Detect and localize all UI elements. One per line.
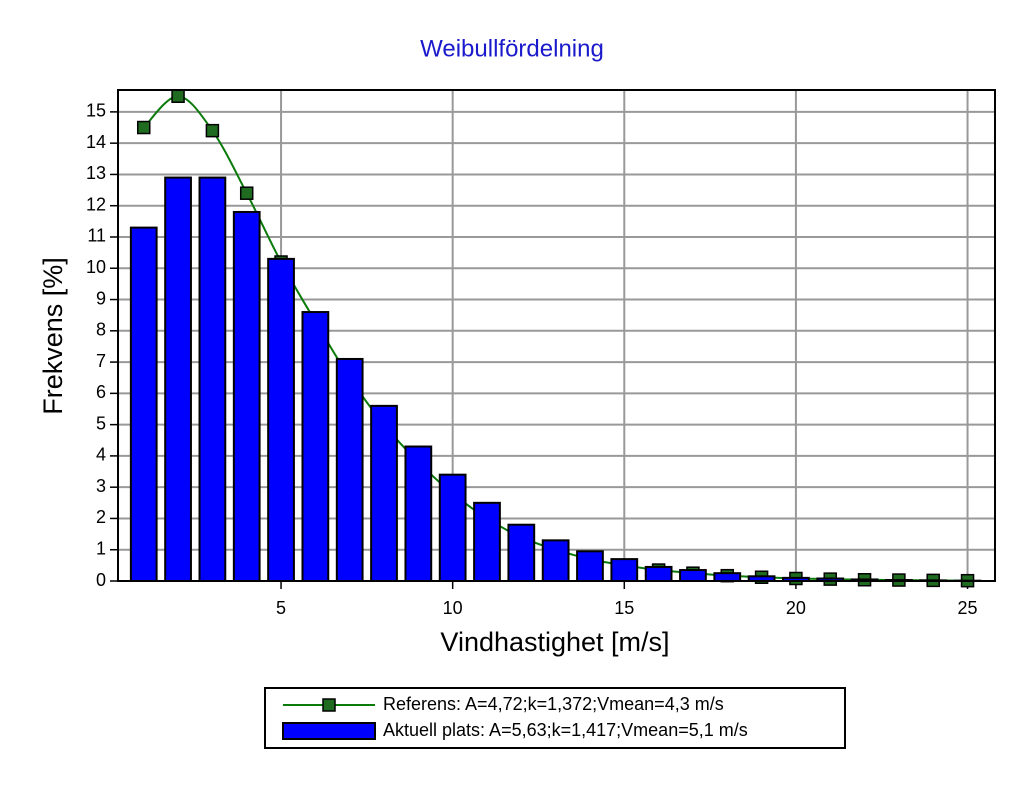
bar — [610, 558, 639, 582]
y-tick-label: 12 — [86, 194, 106, 214]
bar — [644, 565, 673, 583]
legend-marker — [322, 698, 336, 712]
bar — [335, 357, 364, 582]
bar — [267, 257, 295, 582]
plot-border — [117, 89, 996, 582]
line-marker — [205, 123, 220, 138]
bar — [404, 445, 433, 582]
y-tick-label: 0 — [96, 570, 106, 590]
y-tick-label: 1 — [96, 538, 106, 558]
x-axis-label: Vindhastighet [m/s] — [440, 627, 669, 657]
x-tick-label: 15 — [614, 598, 634, 618]
bar — [164, 176, 192, 583]
bar — [507, 523, 536, 583]
y-tick-label: 15 — [86, 101, 106, 121]
bar — [679, 569, 707, 582]
legend-swatch — [282, 722, 376, 740]
y-tick-label: 11 — [87, 226, 106, 246]
y-tick-label: 7 — [96, 351, 106, 371]
x-tick-label: 20 — [786, 598, 806, 618]
y-tick-label: 4 — [96, 445, 106, 465]
y-tick-label: 13 — [86, 163, 106, 183]
bar — [301, 311, 330, 582]
bar — [198, 176, 227, 583]
bar — [129, 226, 158, 582]
x-tick-label: 10 — [443, 598, 463, 618]
bar — [232, 210, 261, 583]
bar — [438, 473, 467, 582]
bar — [713, 572, 742, 582]
y-tick-label: 10 — [86, 257, 106, 277]
legend-label: Aktuell plats: A=5,63;k=1,417;Vmean=5,1 … — [383, 720, 748, 740]
y-tick-label: 2 — [96, 507, 106, 527]
bar — [541, 539, 570, 582]
line-marker — [171, 89, 185, 104]
legend-label: Referens: A=4,72;k=1,372;Vmean=4,3 m/s — [383, 694, 724, 714]
bar — [473, 501, 501, 582]
plot-area — [118, 90, 995, 581]
y-axis-label: Frekvens [%] — [38, 257, 68, 415]
y-tick-label: 9 — [96, 288, 106, 308]
bar — [370, 404, 398, 582]
y-tick-label: 3 — [96, 476, 106, 496]
y-tick-label: 6 — [96, 382, 106, 402]
line-marker — [136, 120, 151, 135]
chart-title: Weibullfördelning — [420, 35, 604, 62]
y-tick-label: 8 — [96, 320, 106, 340]
x-tick-label: 25 — [958, 598, 978, 618]
y-tick-label: 5 — [96, 413, 106, 433]
line-marker — [239, 186, 254, 200]
y-tick-label: 14 — [86, 132, 106, 152]
x-tick-label: 5 — [276, 598, 286, 618]
bar — [576, 550, 604, 582]
